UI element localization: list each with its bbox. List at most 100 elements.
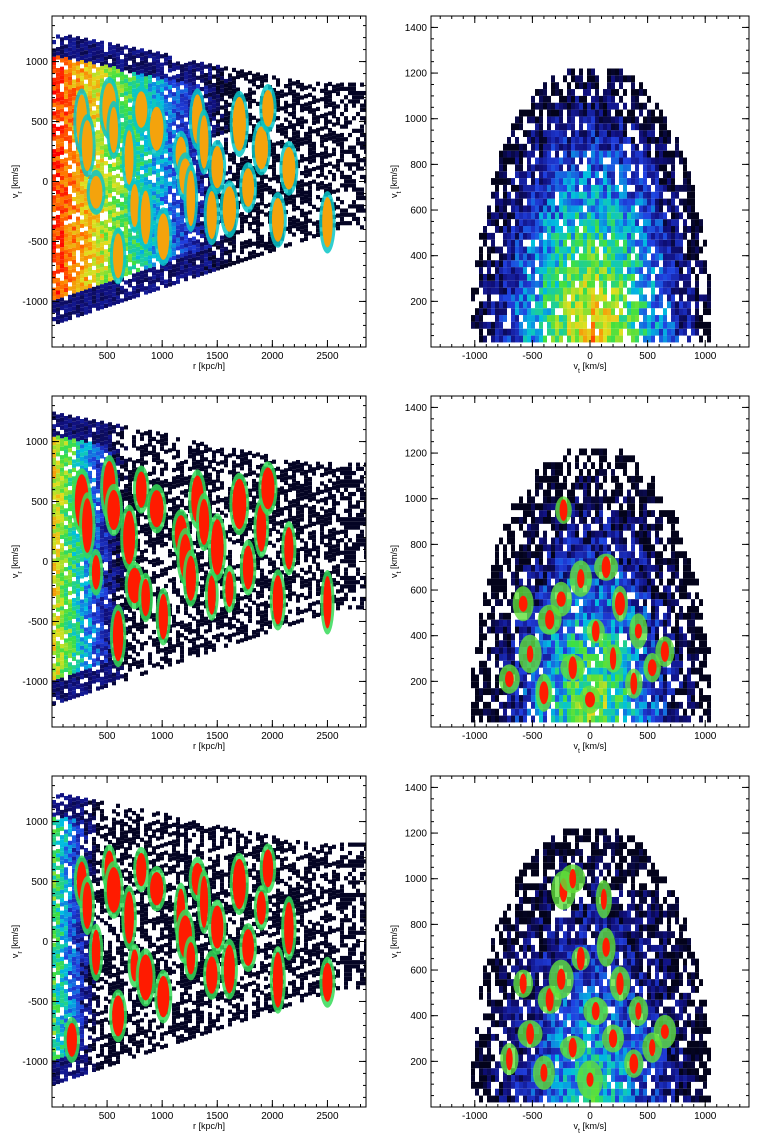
density-cell — [268, 248, 272, 254]
clump-core — [254, 126, 268, 170]
density-cell — [663, 116, 667, 124]
density-cell — [559, 184, 563, 192]
density-cell — [551, 178, 555, 185]
density-cell — [144, 164, 148, 169]
density-cell — [555, 150, 559, 158]
clump-core — [242, 168, 255, 207]
density-cell — [611, 308, 615, 316]
density-cell — [152, 90, 156, 95]
density-cell — [479, 301, 483, 309]
density-cell — [595, 205, 599, 213]
density-cell — [643, 102, 647, 110]
density-cell — [208, 256, 212, 261]
density-cell — [575, 109, 579, 117]
density-cell — [531, 212, 535, 220]
density-cell — [56, 34, 60, 39]
density-cell — [659, 232, 663, 240]
density-cell — [647, 130, 651, 137]
density-cell — [300, 87, 304, 92]
density-cell — [647, 301, 651, 309]
density-cell — [563, 219, 567, 227]
density-cell — [659, 164, 663, 172]
density-cell — [587, 232, 591, 240]
density-cell — [96, 163, 100, 168]
density-cell — [52, 304, 56, 309]
density-cell — [176, 107, 180, 112]
density-cell — [531, 287, 535, 295]
density-cell — [276, 179, 280, 184]
density-cell — [687, 321, 691, 329]
density-cell — [651, 287, 655, 295]
density-cell — [156, 173, 160, 178]
density-cell — [288, 112, 292, 117]
density-cell — [607, 321, 611, 329]
density-cell — [627, 109, 631, 117]
density-cell — [599, 315, 603, 322]
density-cell — [651, 232, 655, 240]
density-cell — [663, 178, 667, 185]
density-cell — [655, 116, 659, 124]
density-cell — [76, 166, 80, 171]
density-cell — [679, 315, 683, 322]
density-cell — [611, 95, 615, 103]
density-cell — [563, 212, 567, 220]
density-cell — [92, 47, 96, 52]
density-cell — [571, 273, 575, 281]
density-cell — [156, 51, 160, 56]
density-cell — [332, 114, 336, 119]
density-cell — [100, 57, 104, 62]
density-cell — [128, 48, 132, 53]
density-cell — [92, 291, 96, 296]
density-cell — [623, 157, 627, 165]
density-cell — [591, 116, 595, 124]
density-cell — [507, 226, 511, 233]
density-cell — [200, 250, 204, 255]
density-cell — [571, 226, 575, 233]
density-cell — [356, 141, 360, 146]
density-cell — [547, 123, 551, 131]
density-cell — [288, 82, 292, 87]
density-cell — [120, 214, 124, 219]
density-cell — [68, 110, 72, 115]
density-cell — [108, 277, 112, 282]
density-cell — [68, 236, 72, 241]
density-cell — [200, 267, 204, 272]
density-cell — [663, 164, 667, 172]
density-cell — [64, 170, 68, 175]
density-cell — [639, 232, 643, 240]
density-cell — [240, 224, 244, 229]
density-cell — [619, 260, 623, 268]
density-cell — [120, 109, 124, 114]
density-cell — [364, 158, 366, 163]
density-cell — [523, 109, 527, 117]
density-cell — [691, 184, 695, 192]
density-cell — [224, 263, 228, 268]
density-cell — [104, 72, 108, 78]
density-cell — [268, 202, 272, 207]
density-cell — [699, 246, 703, 254]
density-cell — [64, 61, 68, 66]
density-cell — [352, 216, 356, 222]
density-cell — [56, 143, 60, 148]
density-cell — [68, 80, 72, 85]
density-cell — [100, 242, 104, 247]
density-cell — [324, 146, 328, 151]
density-cell — [232, 235, 236, 240]
density-cell — [136, 293, 140, 298]
density-cell — [256, 252, 260, 258]
density-cell — [559, 102, 563, 110]
density-cell — [280, 123, 284, 128]
density-cell — [344, 208, 348, 213]
density-cell — [96, 293, 100, 299]
density-cell — [60, 112, 64, 118]
density-cell — [575, 246, 579, 254]
density-cell — [56, 76, 60, 81]
y-tick-label: 500 — [31, 117, 48, 128]
panel-2: -1000 -500 0 500 100020040060080010001200140… — [389, 15, 750, 375]
density-cell — [84, 58, 88, 63]
density-cell — [579, 102, 583, 110]
density-cell — [200, 191, 204, 197]
density-cell — [224, 108, 228, 113]
density-cell — [128, 266, 132, 271]
density-cell — [543, 150, 547, 158]
